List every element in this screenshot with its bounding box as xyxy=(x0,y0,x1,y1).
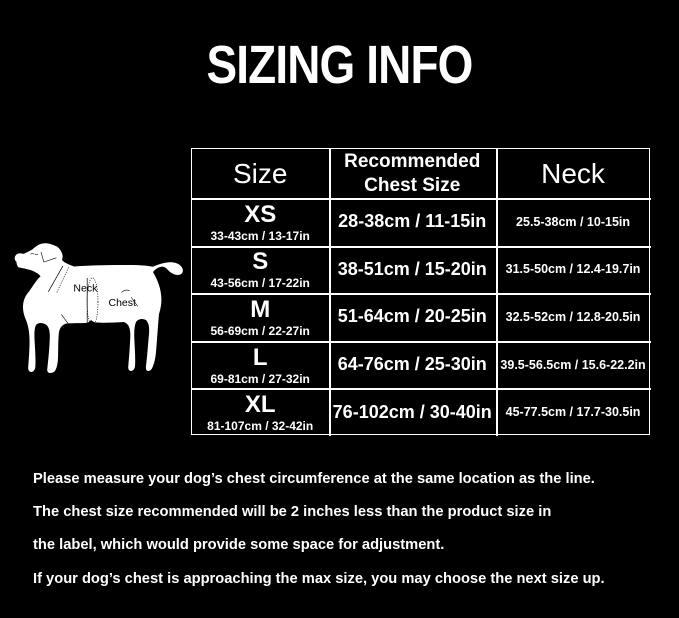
svg-text:Chest: Chest xyxy=(109,297,137,309)
svg-text:Neck: Neck xyxy=(73,283,98,295)
